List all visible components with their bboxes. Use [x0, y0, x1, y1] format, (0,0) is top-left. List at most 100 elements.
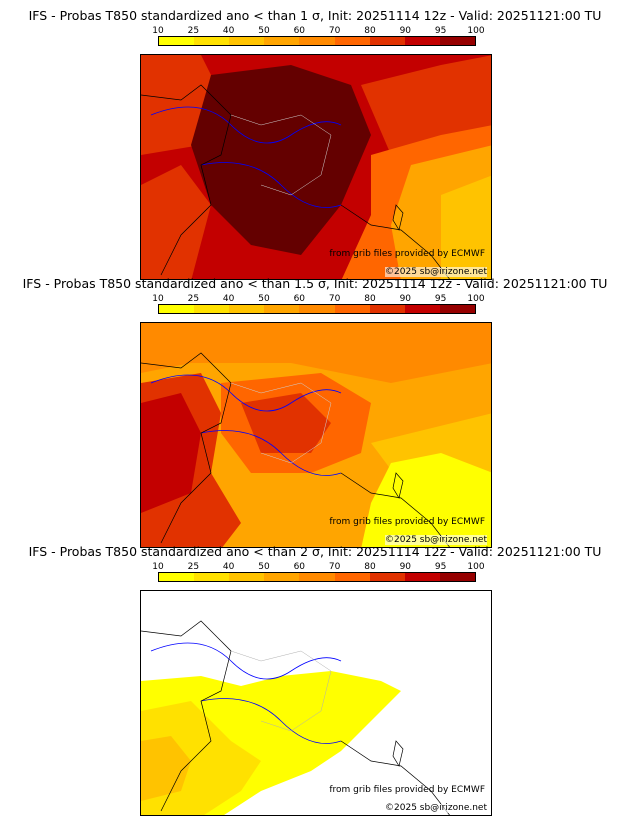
panel-3: IFS - Probas T850 standardized ano < tha… [0, 544, 630, 816]
colorbar-tick: 25 [187, 562, 200, 572]
colorbar-tick: 10 [152, 294, 164, 304]
map-canvas [141, 55, 491, 279]
colorbar-tick: 60 [293, 26, 306, 36]
colorbar-segment [369, 305, 405, 313]
colorbar-segment [299, 37, 335, 45]
colorbar-tick: 90 [399, 294, 412, 304]
colorbar-segment [404, 37, 440, 45]
colorbar-tick: 50 [258, 294, 270, 304]
colorbar-segment [334, 305, 370, 313]
river [200, 162, 342, 208]
colorbar-segment [264, 37, 300, 45]
panel-title: IFS - Probas T850 standardized ano < tha… [28, 8, 602, 23]
probability-map: from grib files provided by ECMWF ©2025 … [140, 590, 492, 816]
colorbar-tick: 70 [328, 294, 341, 304]
colorbar-tick: 40 [222, 294, 235, 304]
probability-map: from grib files provided by ECMWF ©2025 … [140, 54, 492, 280]
colorbar [158, 572, 476, 582]
field-south-west [141, 165, 211, 279]
colorbar-tick: 40 [222, 26, 235, 36]
coastline [340, 740, 450, 815]
river [200, 430, 342, 476]
colorbar-segment [299, 305, 335, 313]
colorbar-segment [229, 573, 265, 581]
colorbar-tick: 80 [364, 562, 376, 572]
colorbar-tick: 80 [364, 294, 376, 304]
river [150, 106, 342, 144]
colorbar-tick: 95 [434, 562, 447, 572]
source-credit: from grib files provided by ECMWF [329, 785, 485, 795]
colorbar-labels: 10 25 40 50 60 70 80 90 95 100 [152, 294, 484, 304]
colorbar-tick: 90 [399, 562, 412, 572]
colorbar-tick: 95 [434, 26, 447, 36]
colorbar-segment [194, 305, 230, 313]
colorbar-segment [439, 573, 475, 581]
colorbar-tick: 40 [222, 562, 235, 572]
colorbar-segment [159, 305, 195, 313]
island-corsica [392, 740, 404, 767]
copyright-credit: ©2025 sb@irizone.net [385, 803, 487, 813]
colorbar-tick: 90 [399, 26, 412, 36]
field-west-core [141, 393, 201, 513]
panel-title: IFS - Probas T850 standardized ano < tha… [22, 276, 608, 291]
colorbar-segment [229, 305, 265, 313]
colorbar-tick: 100 [467, 26, 485, 36]
colorbar-tick: 25 [187, 294, 200, 304]
colorbar-tick: 60 [293, 294, 306, 304]
colorbar-segment [369, 573, 405, 581]
panel-2: IFS - Probas T850 standardized ano < tha… [0, 276, 630, 548]
colorbar-tick: 100 [467, 294, 485, 304]
colorbar-segment [159, 573, 195, 581]
field-med [361, 453, 491, 547]
probability-map: from grib files provided by ECMWF ©2025 … [140, 322, 492, 548]
colorbar-tick: 95 [434, 294, 447, 304]
map-canvas [141, 323, 491, 547]
colorbar-segment [439, 305, 475, 313]
coastline [141, 352, 232, 544]
river [150, 642, 342, 680]
source-credit: from grib files provided by ECMWF [329, 517, 485, 527]
coastline [141, 620, 232, 812]
field-north-east [361, 55, 491, 155]
colorbar-segment [369, 37, 405, 45]
map-canvas [141, 591, 491, 815]
colorbar-segment [159, 37, 195, 45]
colorbar-segment [334, 37, 370, 45]
colorbar-segment [264, 573, 300, 581]
island-corsica [392, 472, 404, 499]
colorbar-tick: 10 [152, 562, 164, 572]
colorbar-tick: 50 [258, 562, 270, 572]
panel-title: IFS - Probas T850 standardized ano < tha… [28, 544, 602, 559]
colorbar-tick: 25 [187, 26, 200, 36]
department-borders [230, 382, 332, 464]
colorbar-tick: 60 [293, 562, 306, 572]
department-borders [230, 114, 332, 196]
copyright-credit: ©2025 sb@irizone.net [385, 267, 487, 277]
colorbar-segment [404, 573, 440, 581]
river [150, 374, 342, 412]
colorbar-segment [194, 573, 230, 581]
colorbar-tick: 100 [467, 562, 485, 572]
copyright-credit: ©2025 sb@irizone.net [385, 535, 487, 545]
colorbar-segment [334, 573, 370, 581]
colorbar-tick: 80 [364, 26, 376, 36]
field-far-south-east [441, 175, 491, 279]
island-corsica [392, 204, 404, 231]
department-borders [230, 650, 332, 732]
colorbar-tick: 70 [328, 562, 341, 572]
colorbar-labels: 10 25 40 50 60 70 80 90 95 100 [152, 26, 484, 36]
colorbar-segment [194, 37, 230, 45]
colorbar-tick: 50 [258, 26, 270, 36]
colorbar-segment [299, 573, 335, 581]
colorbar-segment [229, 37, 265, 45]
river [200, 698, 342, 744]
coastline [141, 84, 232, 276]
colorbar-tick: 10 [152, 26, 164, 36]
colorbar-labels: 10 25 40 50 60 70 80 90 95 100 [152, 562, 484, 572]
coastline [340, 472, 450, 547]
colorbar-segment [264, 305, 300, 313]
colorbar [158, 304, 476, 314]
colorbar-tick: 70 [328, 26, 341, 36]
colorbar-segment [439, 37, 475, 45]
source-credit: from grib files provided by ECMWF [329, 249, 485, 259]
